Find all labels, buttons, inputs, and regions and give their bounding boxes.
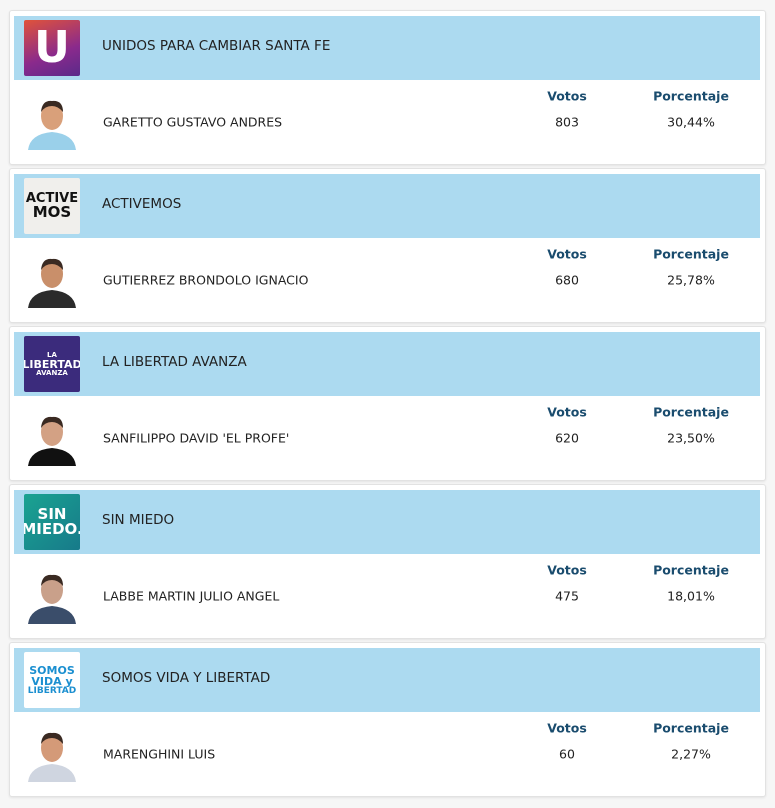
party-name: UNIDOS PARA CAMBIAR SANTA FE xyxy=(102,38,331,54)
percentage-header: Porcentaje xyxy=(653,88,729,104)
party-logo: SIN MIEDO. xyxy=(24,494,80,550)
logo-text: AVANZA xyxy=(36,368,68,377)
avatar xyxy=(24,568,80,624)
candidate-name: GARETTO GUSTAVO ANDRES xyxy=(103,114,283,130)
logo-text: LIBERTAD xyxy=(27,685,77,696)
logo-text: MIEDO. xyxy=(24,520,80,538)
party-logo: ACTIVE MOS xyxy=(24,178,80,234)
logo-text: VIDA y xyxy=(31,674,73,688)
party-name: SIN MIEDO xyxy=(102,512,175,528)
candidate-photo xyxy=(24,94,80,150)
party-name: LA LIBERTAD AVANZA xyxy=(102,354,247,370)
party-logo: LA LIBERTAD AVANZA xyxy=(24,336,80,392)
logo-text: LIBERTAD xyxy=(24,357,80,371)
logo-text: SIN xyxy=(37,505,67,523)
percentage-value: 2,27% xyxy=(671,746,711,762)
party-header: ACTIVE MOS ACTIVEMOS xyxy=(14,174,760,238)
candidate-photo xyxy=(24,252,80,308)
party-card: SIN MIEDO. SIN MIEDO LABBE MARTIN JULIO ANG… xyxy=(9,484,766,639)
party-card: ACTIVE MOS ACTIVEMOS GUTIERREZ BRONDOLO IGN… xyxy=(9,168,766,323)
percentage-header: Porcentaje xyxy=(653,246,729,262)
avatar xyxy=(24,410,80,466)
votes-header: Votos xyxy=(547,404,587,420)
avatar xyxy=(24,94,80,150)
votes-header: Votos xyxy=(547,720,587,736)
votes-header: Votos xyxy=(547,562,587,578)
party-header: SIN MIEDO. SIN MIEDO xyxy=(14,490,760,554)
percentage-header: Porcentaje xyxy=(653,562,729,578)
avatar xyxy=(24,252,80,308)
percentage-value: 25,78% xyxy=(667,272,715,288)
votes-header: Votos xyxy=(547,88,587,104)
votes-value: 620 xyxy=(555,430,579,446)
candidate-name: LABBE MARTIN JULIO ANGEL xyxy=(103,588,280,604)
votes-value: 475 xyxy=(555,588,579,604)
percentage-value: 18,01% xyxy=(667,588,715,604)
logo-text: SOMOS xyxy=(29,663,75,677)
logo-text: MOS xyxy=(32,203,72,221)
party-card: SOMOS VIDA y LIBERTAD SOMOS VIDA Y LIBERTAD… xyxy=(9,642,766,797)
candidate-photo xyxy=(24,410,80,466)
logo-text: LA xyxy=(47,350,57,359)
votes-value: 680 xyxy=(555,272,579,288)
percentage-value: 30,44% xyxy=(667,114,715,130)
logo-text: ACTIVE xyxy=(25,191,79,206)
party-name: ACTIVEMOS xyxy=(102,196,182,212)
avatar xyxy=(24,726,80,782)
votes-value: 803 xyxy=(555,114,579,130)
logo-text: U xyxy=(34,22,70,73)
party-card: LA LIBERTAD AVANZA LA LIBERTAD AVANZA SANFIL… xyxy=(9,326,766,481)
party-card: U UNIDOS PARA CAMBIAR SANTA FE GARETTO GUS… xyxy=(9,10,766,165)
party-header: LA LIBERTAD AVANZA LA LIBERTAD AVANZA xyxy=(14,332,760,396)
votes-header: Votos xyxy=(547,246,587,262)
percentage-header: Porcentaje xyxy=(653,404,729,420)
party-header: SOMOS VIDA y LIBERTAD SOMOS VIDA Y LIBERTAD xyxy=(14,648,760,712)
party-logo: SOMOS VIDA y LIBERTAD xyxy=(24,652,80,708)
candidate-photo xyxy=(24,726,80,782)
candidate-photo xyxy=(24,568,80,624)
candidate-name: SANFILIPPO DAVID 'EL PROFE' xyxy=(103,430,290,446)
party-logo: U xyxy=(24,20,80,76)
votes-value: 60 xyxy=(559,746,575,762)
candidate-name: MARENGHINI LUIS xyxy=(103,746,216,762)
party-name: SOMOS VIDA Y LIBERTAD xyxy=(102,670,271,686)
candidate-name: GUTIERREZ BRONDOLO IGNACIO xyxy=(103,272,309,288)
percentage-header: Porcentaje xyxy=(653,720,729,736)
percentage-value: 23,50% xyxy=(667,430,715,446)
party-header: U UNIDOS PARA CAMBIAR SANTA FE xyxy=(14,16,760,80)
